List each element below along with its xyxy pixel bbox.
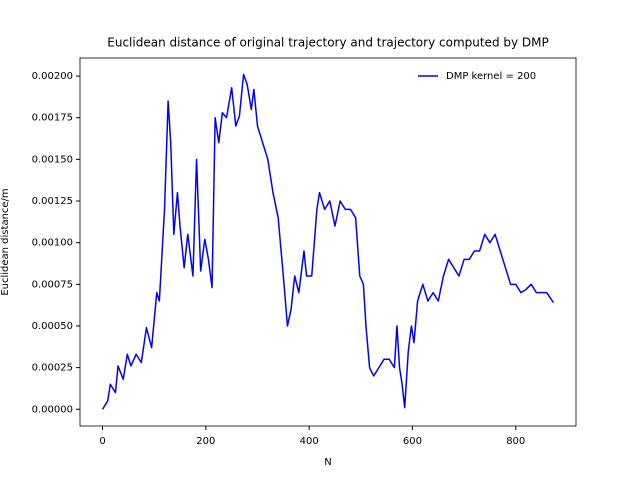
x-tick-label: 800 <box>506 436 525 447</box>
x-tick-label: 400 <box>300 436 319 447</box>
axes-frame <box>79 57 577 427</box>
y-tick-label: 0.00025 <box>32 363 73 374</box>
data-line <box>101 73 555 410</box>
y-tick-label: 0.00175 <box>32 113 73 124</box>
y-tick-label: 0.00050 <box>32 321 73 332</box>
y-tick-label: 0.00000 <box>32 404 73 415</box>
y-tick-label: 0.00075 <box>32 279 73 290</box>
y-tick-label: 0.00125 <box>32 196 73 207</box>
legend-label: DMP kernel = 200 <box>446 71 536 82</box>
y-axis-label: Euclidean distance/m <box>0 188 11 295</box>
y-tick-label: 0.00200 <box>32 71 73 82</box>
x-tick-label: 200 <box>196 436 215 447</box>
y-tick-label: 0.00150 <box>32 154 73 165</box>
x-tick-label: 600 <box>403 436 422 447</box>
chart-title: Euclidean distance of original trajector… <box>107 36 548 50</box>
y-tick-label: 0.00100 <box>32 238 73 249</box>
x-axis-label: N <box>324 457 331 468</box>
x-tick-label: 0 <box>99 436 105 447</box>
